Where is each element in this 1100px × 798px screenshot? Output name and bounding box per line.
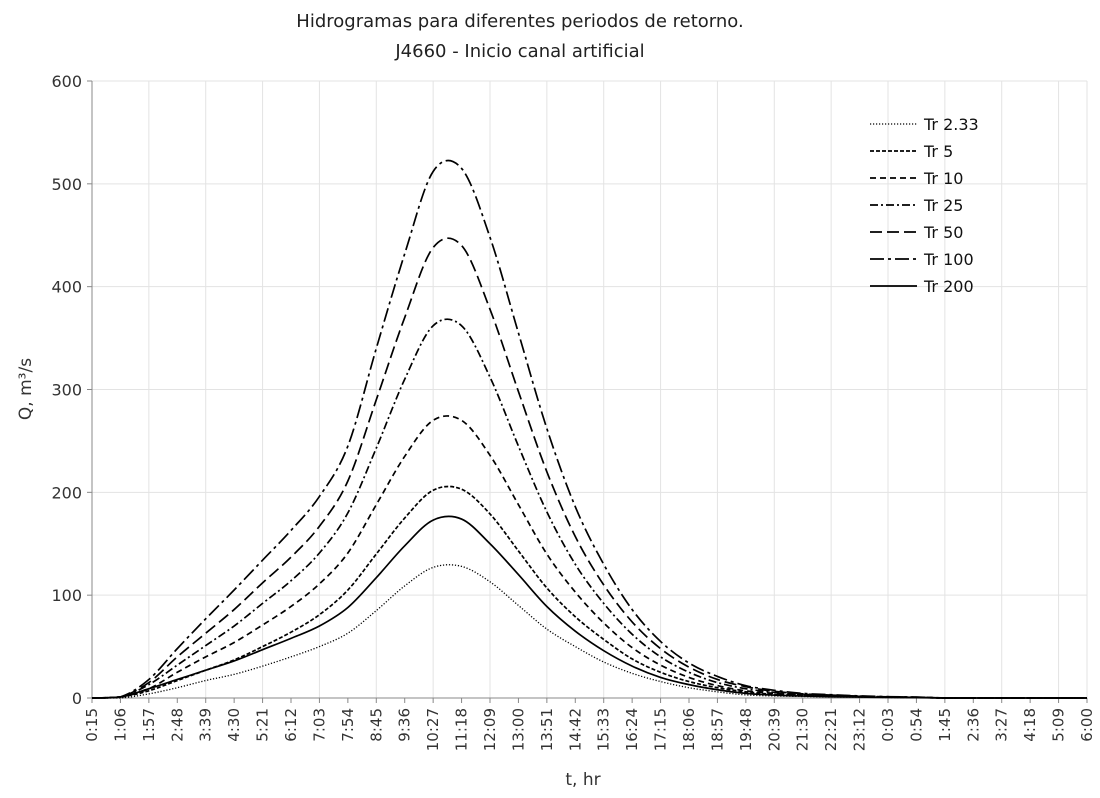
x-tick-label: 0:03 bbox=[879, 708, 897, 742]
x-tick-label: 13:51 bbox=[538, 708, 556, 751]
x-tick-label: 17:15 bbox=[652, 708, 670, 751]
x-tick-label: 1:45 bbox=[936, 708, 954, 742]
x-tick-label: 11:18 bbox=[453, 708, 471, 751]
x-tick-label: 18:57 bbox=[708, 708, 726, 751]
legend-label: Tr 25 bbox=[923, 196, 963, 215]
x-tick-label: 7:54 bbox=[339, 708, 357, 742]
x-tick-label: 2:36 bbox=[964, 708, 982, 742]
series-line-tr-50 bbox=[91, 237, 1087, 699]
y-tick-label: 100 bbox=[51, 586, 82, 605]
x-tick-label: 23:12 bbox=[851, 708, 869, 751]
x-tick-label: 6:00 bbox=[1078, 708, 1096, 742]
x-tick-label: 5:21 bbox=[254, 708, 272, 742]
y-tick-label: 300 bbox=[51, 381, 82, 400]
x-tick-label: 16:24 bbox=[623, 708, 641, 751]
x-tick-label: 7:03 bbox=[310, 708, 328, 742]
x-tick-label: 0:54 bbox=[907, 708, 925, 742]
x-tick-label: 0:15 bbox=[83, 708, 101, 742]
y-tick-labels: 0 100 200 300 400 500 600 bbox=[51, 72, 82, 708]
chart-subtitle: J4660 - Inicio canal artificial bbox=[394, 41, 644, 62]
x-tick-label: 1:06 bbox=[111, 708, 129, 742]
y-axis-label: Q, m³/s bbox=[16, 358, 36, 420]
x-tick-label: 14:42 bbox=[566, 708, 584, 751]
x-tick-label: 1:57 bbox=[140, 708, 158, 742]
series-line-tr-5 bbox=[91, 485, 1087, 699]
x-tick-label: 8:45 bbox=[367, 708, 385, 742]
legend-label: Tr 2.33 bbox=[923, 115, 979, 134]
legend-label: Tr 200 bbox=[923, 277, 974, 296]
y-tick-label: 500 bbox=[51, 175, 82, 194]
x-tick-label: 18:06 bbox=[680, 708, 698, 751]
x-tick-label: 3:39 bbox=[197, 708, 215, 742]
chart-title: Hidrogramas para diferentes periodos de … bbox=[296, 11, 743, 32]
legend-label: Tr 10 bbox=[923, 169, 963, 188]
legend-label: Tr 5 bbox=[923, 142, 953, 161]
y-tick-label: 200 bbox=[51, 483, 82, 502]
x-tick-label: 12:09 bbox=[481, 708, 499, 751]
x-tick-label: 13:00 bbox=[509, 708, 527, 751]
y-tick-label: 600 bbox=[51, 72, 82, 91]
x-tick-label: 2:48 bbox=[168, 708, 186, 742]
series-lines bbox=[91, 159, 1087, 699]
x-tick-label: 4:30 bbox=[225, 708, 243, 742]
x-tick-label: 15:33 bbox=[595, 708, 613, 751]
x-tick-labels: 0:15 1:06 1:57 2:48 3:39 4:30 5:21 6:12 7:03 7:54… bbox=[83, 708, 1096, 751]
x-tick-label: 21:30 bbox=[794, 708, 812, 751]
legend: Tr 2.33 Tr 5 Tr 10 Tr 25 Tr 50 Tr 100 Tr 200 bbox=[870, 115, 979, 296]
y-tick-label: 400 bbox=[51, 278, 82, 297]
x-tick-label: 4:18 bbox=[1021, 708, 1039, 742]
x-tick-label: 22:21 bbox=[822, 708, 840, 751]
x-tick-label: 19:48 bbox=[737, 708, 755, 751]
x-tick-label: 5:09 bbox=[1050, 708, 1068, 742]
gridlines bbox=[92, 80, 1088, 698]
x-tick-label: 20:39 bbox=[765, 708, 783, 751]
series-line-tr-200 bbox=[91, 515, 1087, 699]
series-line-tr-10 bbox=[91, 415, 1087, 699]
x-axis-label: t, hr bbox=[565, 770, 600, 790]
legend-label: Tr 50 bbox=[923, 223, 963, 242]
x-tick-label: 6:12 bbox=[282, 708, 300, 742]
y-tick-label: 0 bbox=[72, 689, 82, 708]
x-tick-label: 3:27 bbox=[993, 708, 1011, 742]
x-tick-label: 10:27 bbox=[424, 708, 442, 751]
x-tick-label: 9:36 bbox=[396, 708, 414, 742]
legend-label: Tr 100 bbox=[923, 250, 974, 269]
